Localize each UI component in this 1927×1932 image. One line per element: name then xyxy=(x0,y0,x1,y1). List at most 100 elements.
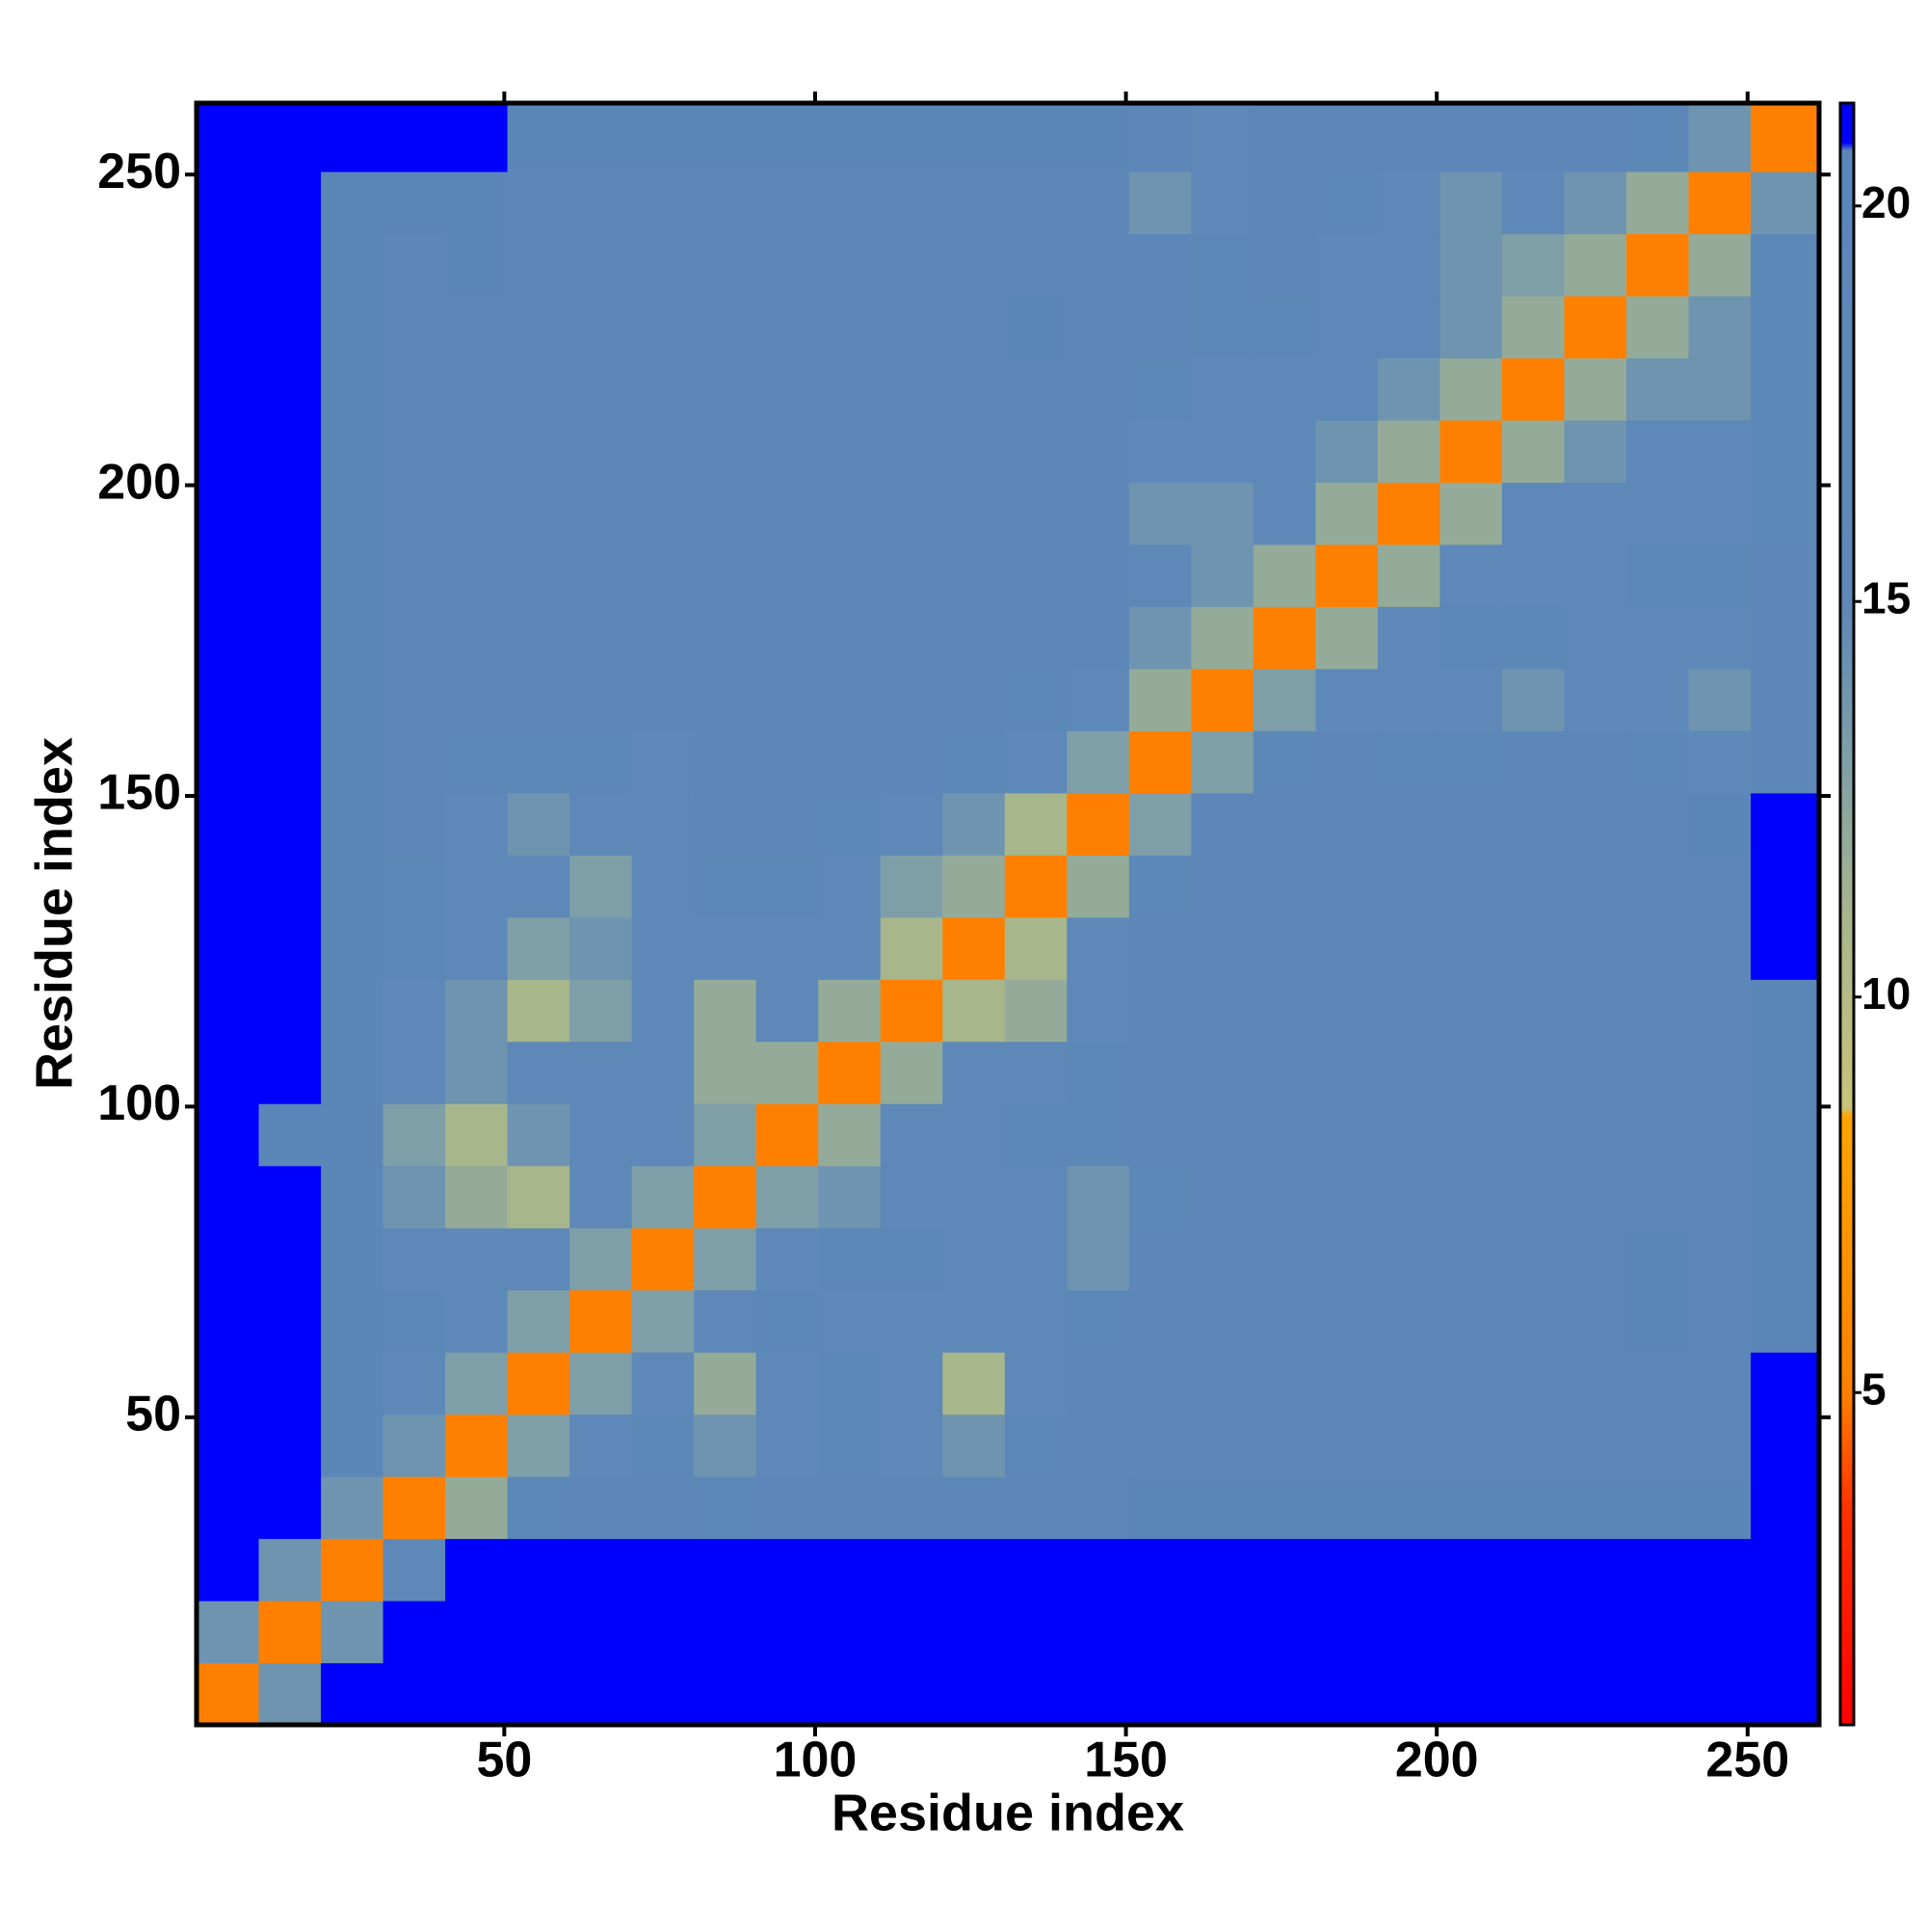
heatmap-cell xyxy=(694,979,757,1043)
heatmap-cell xyxy=(383,1165,446,1229)
heatmap-cell xyxy=(1377,1414,1441,1477)
heatmap-cell xyxy=(880,855,943,918)
heatmap-cell xyxy=(818,916,882,980)
heatmap-cell xyxy=(694,1041,757,1104)
heatmap-cell xyxy=(507,1662,570,1726)
heatmap-cell xyxy=(1004,1476,1068,1540)
heatmap-cell xyxy=(1439,606,1503,670)
heatmap-cell xyxy=(321,1414,384,1477)
heatmap-cell xyxy=(1128,1662,1192,1726)
heatmap-cell xyxy=(1191,103,1254,172)
heatmap-cell xyxy=(1128,233,1192,297)
colorbar-tick-label: 10 xyxy=(1861,968,1911,1019)
heatmap-cell xyxy=(818,668,882,731)
heatmap-cell xyxy=(1253,419,1316,483)
heatmap-cell xyxy=(1067,1289,1130,1353)
heatmap-cell xyxy=(880,103,943,172)
heatmap-cell xyxy=(1439,730,1503,794)
heatmap-cell xyxy=(942,855,1006,918)
heatmap-cell xyxy=(1564,606,1627,670)
heatmap-cell xyxy=(942,1662,1006,1726)
heatmap-cell xyxy=(1128,1538,1192,1601)
heatmap-cell xyxy=(445,916,509,980)
heatmap-cell xyxy=(1688,482,1752,545)
x-tick-label: 250 xyxy=(1705,1733,1789,1788)
heatmap-cell xyxy=(1564,1103,1627,1167)
heatmap-cell xyxy=(569,233,633,297)
heatmap-cell xyxy=(1004,171,1068,235)
heatmap-cell xyxy=(1688,1601,1752,1664)
heatmap-cell xyxy=(258,668,322,731)
heatmap-cell xyxy=(1191,233,1254,297)
heatmap-cell xyxy=(1688,1165,1752,1229)
heatmap-cell xyxy=(507,1538,570,1601)
heatmap-cell xyxy=(631,1165,695,1229)
heatmap-cell xyxy=(1625,979,1690,1043)
heatmap-cell xyxy=(1564,1601,1627,1664)
heatmap-cell xyxy=(818,1103,882,1167)
heatmap-cell xyxy=(197,730,260,794)
heatmap-cell xyxy=(694,482,757,545)
heatmap-cell xyxy=(258,103,322,172)
heatmap-cell xyxy=(197,1662,260,1726)
heatmap-cell xyxy=(1625,295,1690,358)
heatmap-cell xyxy=(1564,1041,1627,1104)
heatmap-cell xyxy=(258,171,322,235)
heatmap-cell xyxy=(942,357,1006,421)
heatmap-cell xyxy=(818,357,882,421)
heatmap-cell xyxy=(445,792,509,856)
heatmap-cell xyxy=(1439,792,1503,856)
heatmap-cell xyxy=(258,543,322,607)
heatmap-cell xyxy=(1501,419,1566,483)
heatmap-cell xyxy=(445,1165,509,1229)
heatmap-cell xyxy=(1191,543,1254,607)
heatmap-cell xyxy=(1751,482,1820,545)
heatmap-cell xyxy=(1564,1662,1627,1726)
heatmap-cell xyxy=(507,1228,570,1291)
heatmap-cell xyxy=(1253,916,1316,980)
heatmap-cell xyxy=(1191,1228,1254,1291)
heatmap-cell xyxy=(1751,1228,1820,1291)
heatmap-cell xyxy=(1315,419,1379,483)
heatmap-cell xyxy=(1501,103,1566,172)
heatmap-cell xyxy=(1128,1601,1192,1664)
heatmap-cell xyxy=(1625,357,1690,421)
heatmap-cell xyxy=(383,668,446,731)
heatmap-cell xyxy=(1253,855,1316,918)
heatmap-cell xyxy=(569,357,633,421)
heatmap-cell xyxy=(1377,543,1441,607)
heatmap-cell xyxy=(445,1662,509,1726)
heatmap-cell xyxy=(942,606,1006,670)
heatmap-cell xyxy=(258,1165,322,1229)
heatmap-cell xyxy=(1191,1103,1254,1167)
heatmap-cell xyxy=(1377,1601,1441,1664)
heatmap-cell xyxy=(818,543,882,607)
heatmap-cell xyxy=(445,855,509,918)
heatmap-cell xyxy=(694,606,757,670)
heatmap-cell xyxy=(1004,295,1068,358)
heatmap-cell xyxy=(942,1041,1006,1104)
heatmap-cell xyxy=(1067,419,1130,483)
heatmap-cell xyxy=(631,1289,695,1353)
heatmap-cell xyxy=(569,1476,633,1540)
heatmap-cell xyxy=(1751,419,1820,483)
heatmap-cell xyxy=(258,1476,322,1540)
heatmap-cell xyxy=(445,295,509,358)
heatmap-cell xyxy=(569,606,633,670)
heatmap-cell xyxy=(1501,482,1566,545)
heatmap-cell xyxy=(755,606,819,670)
heatmap-cell xyxy=(880,357,943,421)
heatmap-cell xyxy=(445,1228,509,1291)
heatmap-cell xyxy=(631,1041,695,1104)
heatmap-cell xyxy=(1564,730,1627,794)
heatmap-cell xyxy=(755,357,819,421)
heatmap-cell xyxy=(1377,730,1441,794)
heatmap-cell xyxy=(507,1165,570,1229)
heatmap-cell xyxy=(1067,103,1130,172)
heatmap-cell xyxy=(321,103,384,172)
heatmap-cell xyxy=(1191,419,1254,483)
colorbar-tick-label: 5 xyxy=(1861,1363,1887,1414)
heatmap-cell xyxy=(445,1352,509,1416)
heatmap-cell xyxy=(1564,419,1627,483)
heatmap-cell xyxy=(1315,1165,1379,1229)
